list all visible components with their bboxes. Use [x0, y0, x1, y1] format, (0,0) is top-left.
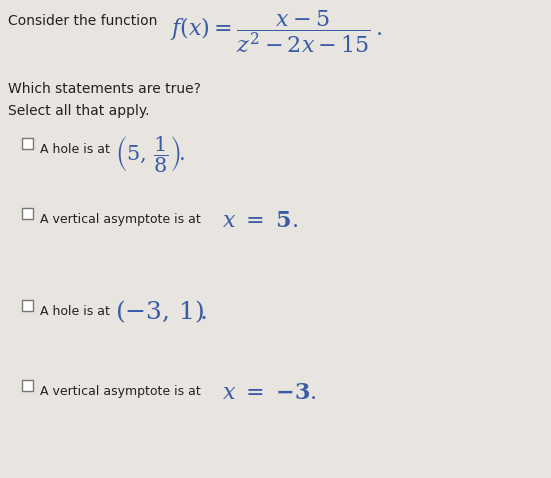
Text: $\left(-3,\,1\right)\!.$: $\left(-3,\,1\right)\!.$	[115, 298, 208, 325]
Text: $f(x) = \dfrac{x-5}{z^2-2x-15}\,.$: $f(x) = \dfrac{x-5}{z^2-2x-15}\,.$	[170, 8, 382, 54]
FancyBboxPatch shape	[22, 138, 33, 149]
Text: Consider the function: Consider the function	[8, 14, 158, 28]
Text: A vertical asymptote is at: A vertical asymptote is at	[40, 385, 201, 398]
Text: A vertical asymptote is at: A vertical asymptote is at	[40, 213, 201, 226]
Text: Select all that apply.: Select all that apply.	[8, 104, 149, 118]
FancyBboxPatch shape	[22, 300, 33, 311]
FancyBboxPatch shape	[22, 380, 33, 391]
Text: A hole is at: A hole is at	[40, 305, 110, 318]
Text: A hole is at: A hole is at	[40, 143, 110, 156]
FancyBboxPatch shape	[22, 208, 33, 219]
Text: $\mathit{x}\ =\ \mathbf{-3}.$: $\mathit{x}\ =\ \mathbf{-3}.$	[222, 382, 317, 404]
Text: $\mathit{x}\ =\ \mathbf{5}.$: $\mathit{x}\ =\ \mathbf{5}.$	[222, 210, 298, 232]
Text: $\left(5,\,\dfrac{1}{8}\right)\!.$: $\left(5,\,\dfrac{1}{8}\right)\!.$	[115, 134, 185, 174]
Text: Which statements are true?: Which statements are true?	[8, 82, 201, 96]
